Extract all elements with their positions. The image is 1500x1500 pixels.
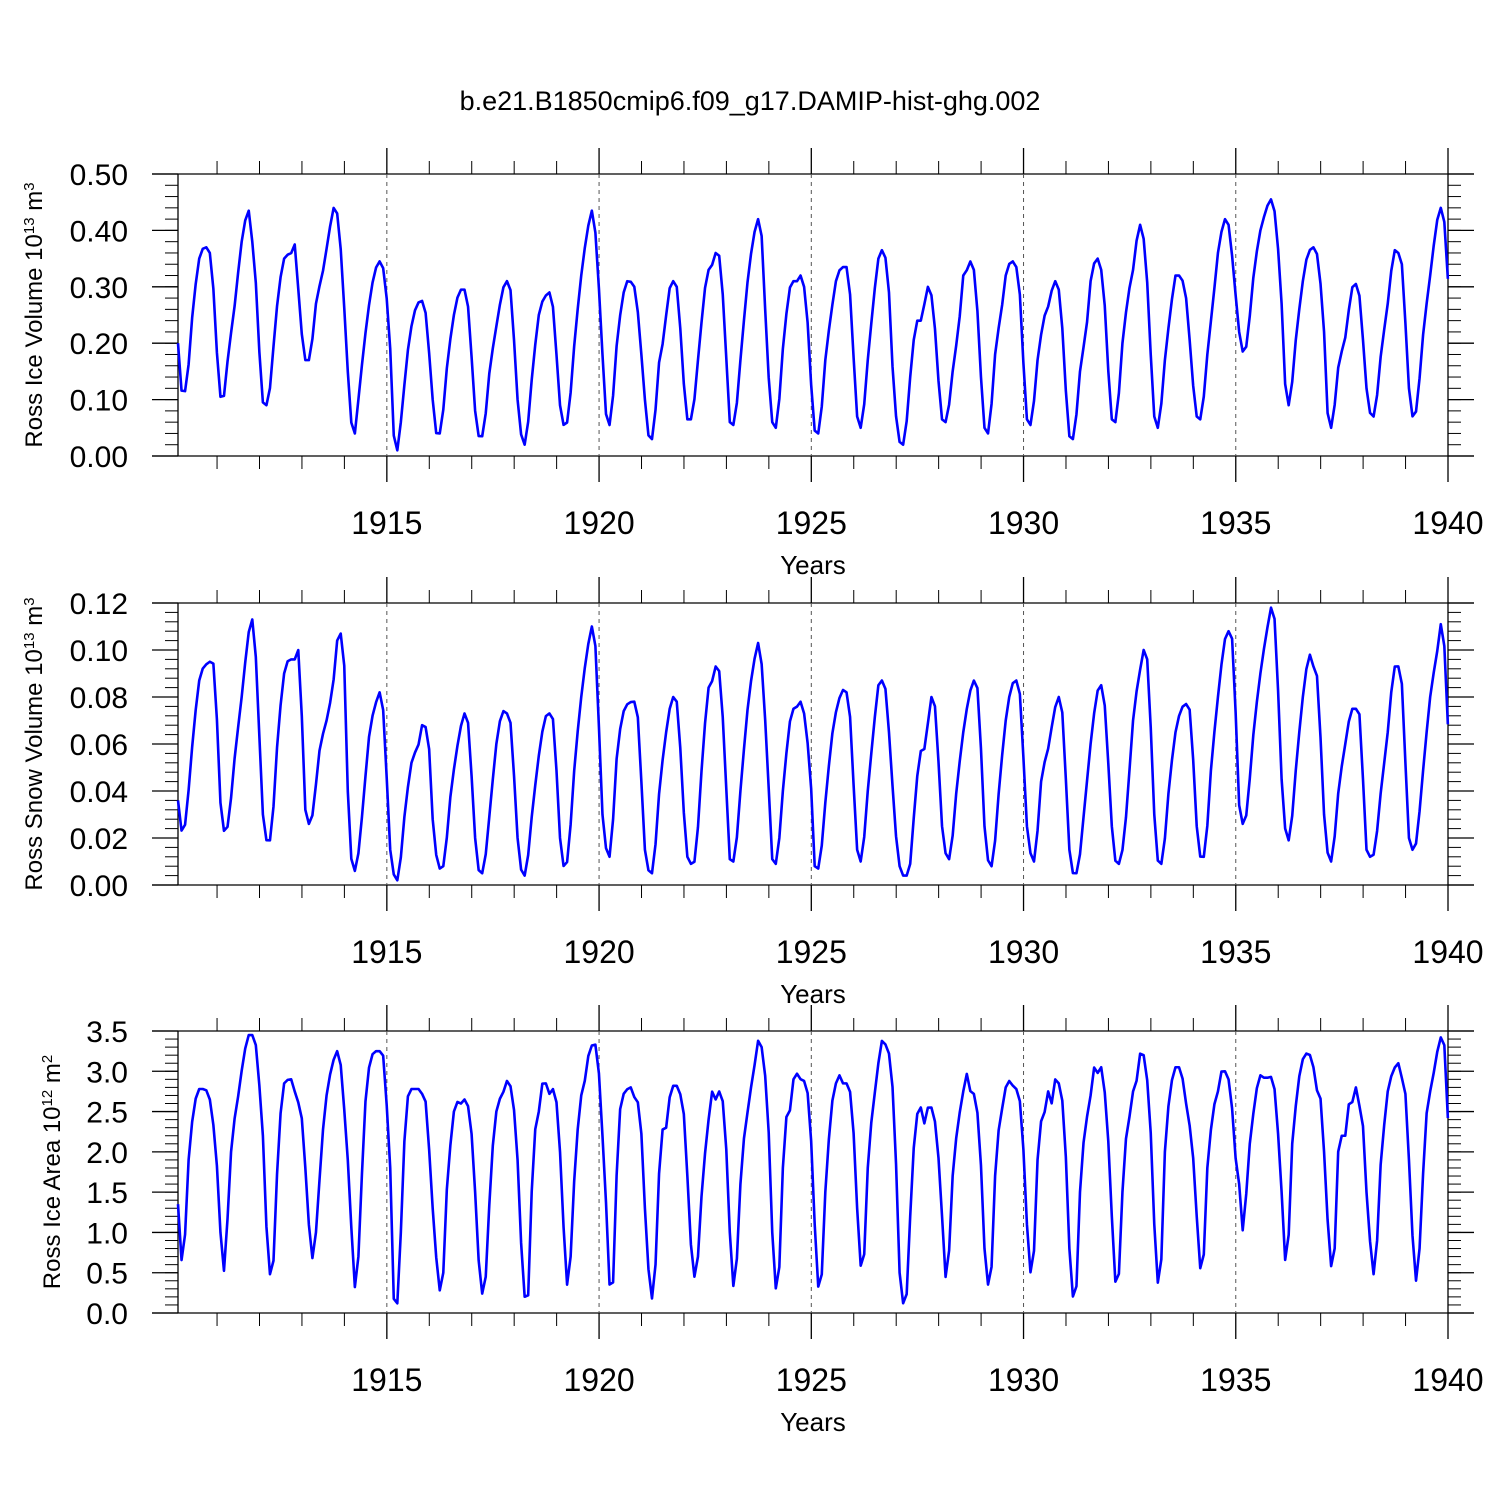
y-axis-title: Ross Ice Area 1012 m2 (39, 1055, 67, 1289)
x-tick-label: 1920 (563, 934, 634, 970)
x-tick-label: 1935 (1200, 1362, 1271, 1398)
y-tick-label: 0.30 (70, 272, 128, 305)
snow-volume-panel: 0.00 0.02 0.04 0.06 0.08 0.10 0.12 1915 1920 1925… (21, 577, 1484, 1009)
y-axis-title-main: Ross Ice Area 10 (39, 1106, 66, 1289)
y-axis-title: Ross Ice Volume 1013 m3 (21, 182, 49, 447)
x-tick-label: 1930 (988, 505, 1059, 541)
series-line (176, 606, 1450, 882)
y-axis-title-main: Ross Snow Volume 10 (21, 649, 48, 890)
x-axis-title: Years (780, 550, 846, 580)
y-axis-title-unit: m (39, 1063, 66, 1090)
x-axis-title: Years (780, 979, 846, 1009)
y-tick-label: 0.08 (70, 682, 128, 715)
x-tick-label: 1920 (563, 1362, 634, 1398)
y-tick-label: 0.20 (70, 328, 128, 361)
x-tick-label: 1920 (563, 505, 634, 541)
y-axis-title-exponent: 13 (21, 632, 38, 649)
y-tick-label: 0.06 (70, 729, 128, 762)
y-axis-title-unit-exponent: 3 (21, 597, 38, 605)
y-tick-label: 0.04 (70, 776, 128, 809)
y-tick-label: 0.10 (70, 635, 128, 668)
x-tick-label: 1935 (1200, 934, 1271, 970)
y-tick-label: 0.5 (86, 1258, 128, 1291)
x-axis-title: Years (780, 1407, 846, 1437)
x-tick-label: 1925 (776, 934, 847, 970)
ice-volume-panel: 0.00 0.10 0.20 0.30 0.40 0.50 1915 1920 1925 1930… (21, 148, 1484, 580)
y-axis-title-unit-exponent: 3 (21, 182, 38, 190)
y-tick-label: 0.12 (70, 588, 128, 621)
x-tick-label: 1930 (988, 934, 1059, 970)
x-tick-label: 1930 (988, 1362, 1059, 1398)
y-axis-title-exponent: 12 (39, 1090, 56, 1107)
ice-area-panel: 0.0 0.5 1.0 1.5 2.0 2.5 3.0 3.5 1915 1920 1925 1930… (39, 1005, 1484, 1437)
x-tick-label: 1925 (776, 1362, 847, 1398)
x-tick-label: 1915 (351, 1362, 422, 1398)
y-tick-label: 2.0 (86, 1137, 128, 1170)
series-line (176, 198, 1450, 452)
series-line (176, 1033, 1450, 1305)
y-axis-title-unit-exponent: 2 (39, 1055, 56, 1063)
y-tick-label: 2.5 (86, 1097, 128, 1130)
y-tick-label: 0.00 (70, 441, 128, 474)
chart-title: b.e21.B1850cmip6.f09_g17.DAMIP-hist-ghg.… (459, 86, 1041, 116)
y-tick-label: 0.02 (70, 823, 128, 856)
y-axis-title: Ross Snow Volume 1013 m3 (21, 597, 49, 890)
y-axis-title-unit: m (21, 606, 48, 633)
y-tick-label: 0.50 (70, 159, 128, 192)
x-tick-label: 1925 (776, 505, 847, 541)
y-axis-title-unit: m (21, 191, 48, 218)
y-tick-label: 1.5 (86, 1177, 128, 1210)
x-tick-label: 1935 (1200, 505, 1271, 541)
y-tick-label: 0.10 (70, 385, 128, 418)
y-axis-title-exponent: 13 (21, 217, 38, 234)
x-tick-label: 1915 (351, 934, 422, 970)
y-tick-label: 3.5 (86, 1016, 128, 1049)
y-axis-title-main: Ross Ice Volume 10 (21, 234, 48, 447)
x-tick-label: 1940 (1412, 1362, 1483, 1398)
x-tick-label: 1940 (1412, 934, 1483, 970)
y-tick-label: 0.0 (86, 1298, 128, 1331)
y-tick-label: 0.40 (70, 215, 128, 248)
y-tick-label: 3.0 (86, 1056, 128, 1089)
y-tick-label: 1.0 (86, 1217, 128, 1250)
y-tick-label: 0.00 (70, 870, 128, 903)
x-tick-label: 1940 (1412, 505, 1483, 541)
x-tick-label: 1915 (351, 505, 422, 541)
